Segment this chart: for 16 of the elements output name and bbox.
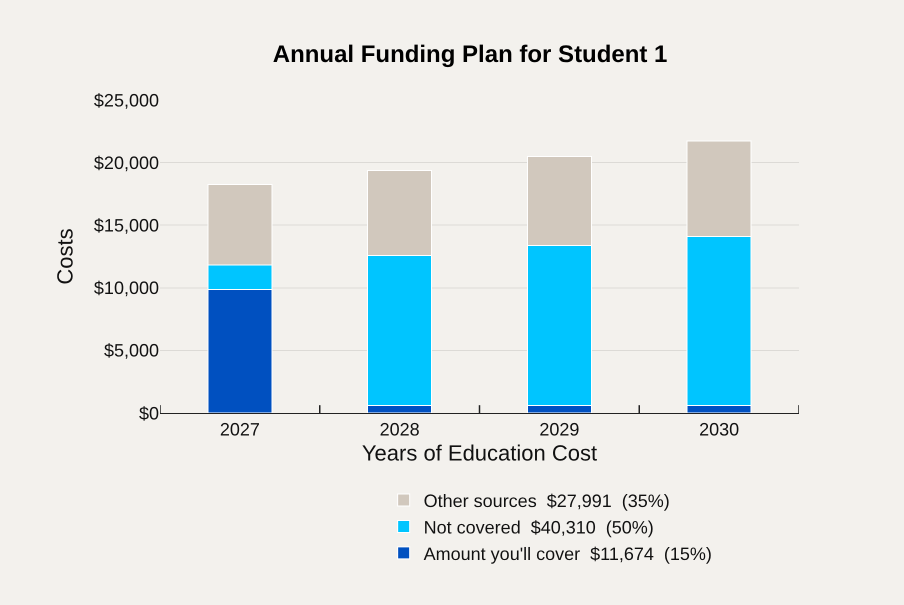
y-tick-label: $20,000 (94, 152, 159, 173)
x-tick-label: 2027 (220, 420, 260, 440)
y-tick-label: $15,000 (94, 216, 159, 236)
y-tick-label: $10,000 (94, 278, 159, 298)
legend-label: Amount you'll cover $11,674 (15%) (424, 544, 712, 564)
chart-title: Annual Funding Plan for Student 1 (272, 41, 668, 68)
x-axis-title: Years of Education Cost (362, 440, 598, 466)
y-axis-title: Costs (52, 228, 78, 285)
y-tick-label: $5,000 (104, 340, 159, 361)
legend-label: Other sources $27,991 (35%) (424, 491, 670, 512)
y-tick-label: $0 (138, 403, 159, 424)
x-tick-label: 2030 (699, 420, 740, 440)
x-tick-label: 2029 (539, 420, 580, 440)
legend-label: Not covered $40,310 (50%) (424, 517, 654, 538)
y-tick-label: $25,000 (94, 90, 159, 110)
x-tick-label: 2028 (380, 420, 420, 440)
